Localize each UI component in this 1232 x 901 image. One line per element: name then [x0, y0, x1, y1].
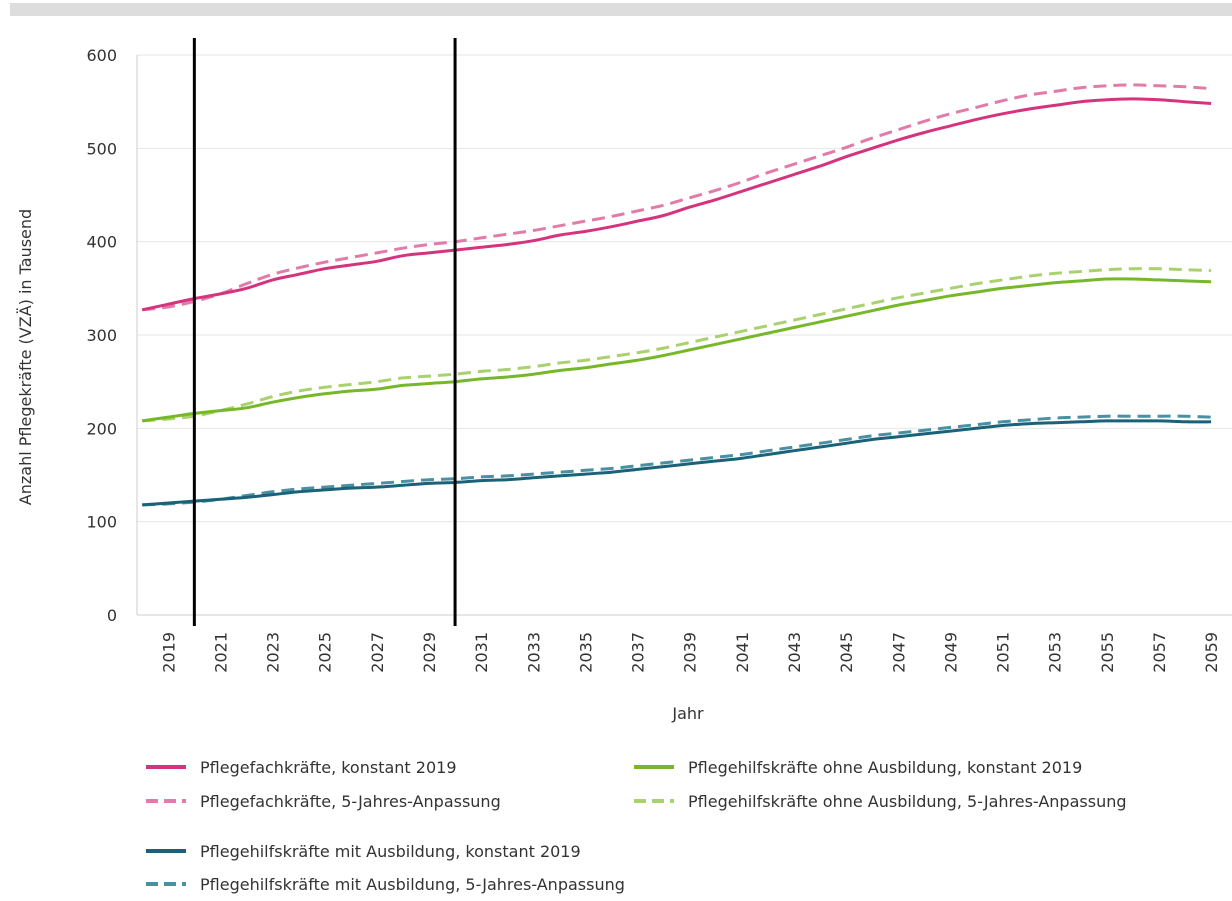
series-lines [141, 83, 1212, 507]
x-tick-label: 2035 [576, 632, 595, 673]
x-axis-title: Jahr [671, 704, 704, 723]
x-tick-label: 2031 [472, 632, 491, 673]
x-tick-label: 2039 [681, 632, 700, 673]
x-tick-label: 2045 [837, 632, 856, 673]
x-tick-label: 2019 [159, 632, 178, 673]
series-line [142, 419, 1212, 507]
y-tick-label: 400 [86, 233, 117, 252]
top-band [10, 3, 1232, 16]
x-tick-label: 2023 [264, 632, 283, 673]
x-tick-label: 2033 [524, 632, 543, 673]
legend-label: Pflegehilfskräfte mit Ausbildung, konsta… [200, 842, 581, 861]
x-tick-label: 2029 [420, 632, 439, 673]
x-tick-label: 2055 [1098, 632, 1117, 673]
axes [136, 55, 1232, 616]
x-tick-label: 2027 [368, 632, 387, 673]
x-tick-label: 2021 [211, 632, 230, 673]
y-tick-label: 600 [86, 46, 117, 65]
legend-label: Pflegehilfskräfte ohne Ausbildung, konst… [688, 758, 1082, 777]
x-tick-label: 2049 [941, 632, 960, 673]
y-tick-label: 300 [86, 326, 117, 345]
x-tick-label: 2053 [1046, 632, 1065, 673]
y-tick-label: 100 [86, 513, 117, 532]
y-axis-title: Anzahl Pflegekräfte (VZÄ) in Tausend [16, 209, 35, 505]
x-tick-label: 2041 [733, 632, 752, 673]
legend-label: Pflegefachkräfte, konstant 2019 [200, 758, 457, 777]
legend-label: Pflegefachkräfte, 5-Jahres-Anpassung [200, 792, 501, 811]
series-line [142, 414, 1212, 507]
series-line [142, 83, 1212, 312]
y-tick-label: 200 [86, 419, 117, 438]
x-tick-label: 2047 [889, 632, 908, 673]
vertical-markers [192, 38, 457, 626]
y-tick-label: 500 [86, 139, 117, 158]
legend-label: Pflegehilfskräfte ohne Ausbildung, 5-Jah… [688, 792, 1127, 811]
x-tick-label: 2051 [994, 632, 1013, 673]
series-line [141, 277, 1212, 423]
x-tick-label: 2037 [629, 632, 648, 673]
x-tick-labels: 2019 2021 2023 2025 2027 2029 2031 2033 2035 2037… [159, 632, 1221, 673]
series-line [142, 267, 1212, 423]
x-tick-label: 2059 [1202, 632, 1221, 673]
x-tick-label: 2043 [785, 632, 804, 673]
grid-lines [137, 54, 1232, 523]
x-tick-label: 2025 [316, 632, 335, 673]
y-tick-labels: 0 100 200 300 400 500 600 [86, 46, 117, 625]
series-line [141, 97, 1212, 312]
legend: Pflegefachkräfte, konstant 2019 Pflegefac… [146, 758, 1127, 894]
x-tick-label: 2057 [1150, 632, 1169, 673]
legend-label: Pflegehilfskräfte mit Ausbildung, 5-Jahr… [200, 875, 625, 894]
y-tick-label: 0 [107, 606, 117, 625]
